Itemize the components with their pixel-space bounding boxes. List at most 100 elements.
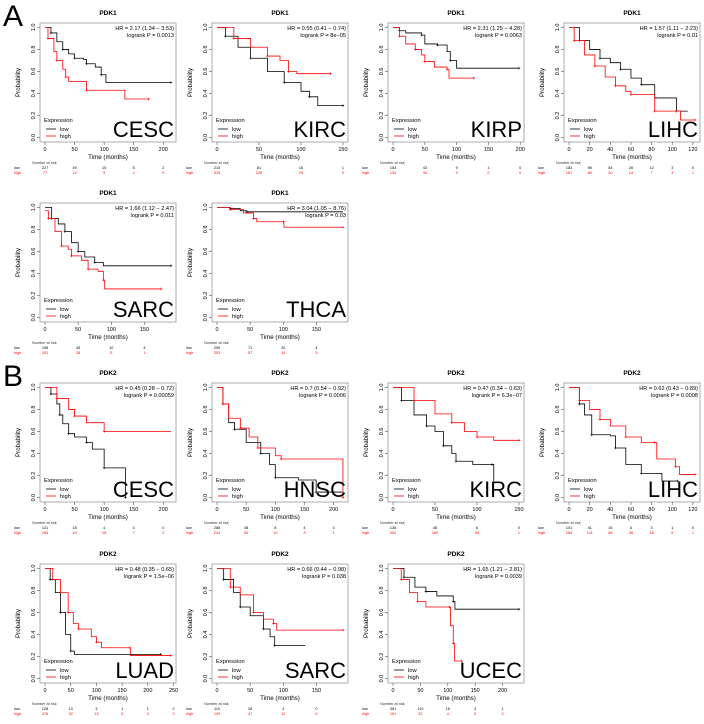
km-panel-a-sarc: PDK1 0.0 0.2 0.4 0.6 0.8 1.0 Probability 0 50 100 1… [4, 180, 180, 358]
y-tick-label: 0.2 [31, 292, 37, 300]
km-panel-b-luad: PDK2 0.0 0.2 0.4 0.6 0.8 1.0 Probability 0 50 100 1… [4, 541, 180, 719]
y-tick-label: 0.4 [555, 90, 561, 98]
y-tick-label: 0.4 [31, 270, 37, 278]
risk-table-header: Number at risk [380, 702, 405, 706]
plot-frame [39, 202, 177, 323]
logrank-p-value: logrank P = 0.0013 [127, 33, 174, 39]
y-tick-label: 0.8 [379, 406, 385, 414]
km-curve-low [569, 27, 688, 112]
legend-title: Expression [568, 118, 597, 124]
km-panel-a-lihc: PDK1 0.0 0.2 0.4 0.6 0.8 1.0 Probability 0 20 40 60… [528, 0, 704, 178]
km-curve-high [45, 210, 162, 290]
km-curve-low [393, 387, 495, 482]
risk-count-low: 227 [42, 166, 48, 170]
y-tick-label: 0.0 [203, 314, 209, 322]
censor-mark-high [475, 435, 479, 439]
x-tick-label: 200 [159, 507, 168, 513]
y-tick-label: 0.0 [31, 134, 37, 142]
km-panel-a-kirp: PDK1 0.0 0.2 0.4 0.6 0.8 1.0 Probability 0 50 100 1… [352, 0, 528, 178]
censor-mark-low [308, 95, 311, 99]
y-tick-label: 0.2 [379, 472, 385, 480]
censor-mark-high [279, 457, 283, 461]
km-plot: PDK2 0.0 0.2 0.4 0.6 0.8 1.0 Probability 0 50 100 1… [14, 370, 177, 535]
censor-mark-high [341, 225, 345, 229]
risk-count-high: 1 [333, 531, 335, 535]
censor-mark-high [228, 585, 232, 589]
y-tick-label: 0.8 [31, 226, 37, 234]
censor-mark-low [67, 432, 70, 435]
legend-label-low: low [60, 307, 70, 313]
risk-table-header: Number at risk [380, 521, 405, 525]
plot-frame [387, 563, 525, 684]
y-tick-label: 0.6 [31, 428, 37, 436]
censor-mark-high [399, 578, 403, 581]
censor-mark-low [48, 578, 52, 581]
censor-mark-high [472, 76, 476, 80]
censor-mark-low [99, 73, 103, 77]
km-curve-high [393, 27, 474, 79]
plot-frame [387, 382, 525, 503]
risk-count-low: 6 [476, 526, 478, 530]
risk-count-high: 160 [432, 531, 438, 535]
legend-label-low: low [60, 487, 70, 493]
plot-title: PDK1 [447, 10, 465, 17]
y-tick-label: 1.0 [31, 565, 37, 573]
risk-row-label-high: high [186, 351, 193, 355]
risk-count-low: 1 [487, 166, 489, 170]
risk-row-label-low: low [538, 526, 544, 530]
censor-mark-low [224, 34, 227, 38]
km-plot: PDK1 0.0 0.2 0.4 0.6 0.8 1.0 Probability 0 50 100 1… [186, 190, 349, 355]
censor-mark-low [249, 56, 252, 60]
risk-count-high: 16 [102, 531, 106, 535]
censor-mark-high [51, 578, 55, 581]
risk-count-high: 187 [566, 171, 572, 175]
y-tick-label: 0.0 [379, 675, 385, 683]
risk-count-high: 68 [608, 531, 612, 535]
y-tick-label: 0.4 [31, 631, 37, 639]
censor-mark-low [59, 611, 62, 614]
risk-count-high: 161 [390, 712, 396, 716]
legend-title: Expression [44, 118, 73, 124]
risk-count-high: 92 [69, 712, 73, 716]
censor-mark-high [341, 628, 345, 632]
plot-frame [211, 382, 349, 503]
legend-label-high: high [232, 134, 243, 140]
risk-count-low: 3 [95, 707, 97, 711]
cancer-type-label: LIHC [648, 117, 698, 142]
y-axis-label: Probability [187, 247, 194, 277]
risk-count-low: 3 [474, 707, 476, 711]
censor-mark-high [517, 438, 521, 442]
legend-title: Expression [216, 298, 245, 304]
censor-mark-low [639, 83, 643, 87]
risk-count-high: 141 [587, 531, 593, 535]
risk-count-high: 1 [143, 351, 145, 355]
y-tick-label: 0.4 [203, 90, 209, 98]
risk-count-low: 1 [671, 526, 673, 530]
x-tick-label: 0 [568, 147, 571, 153]
risk-row-label-high: high [362, 531, 369, 535]
risk-count-high: 43 [72, 531, 76, 535]
risk-count-high: 14 [281, 351, 285, 355]
risk-count-low: 0 [172, 707, 174, 711]
risk-table-header: Number at risk [556, 521, 581, 525]
censor-mark-high [287, 70, 290, 73]
censor-mark-low [233, 427, 236, 431]
risk-table-header: Number at risk [204, 161, 229, 165]
censor-mark-low [425, 424, 428, 428]
risk-count-low: 0 [315, 707, 317, 711]
hazard-ratio: HR = 1.66 (1.12 − 2.47) [115, 206, 174, 212]
legend-title: Expression [44, 298, 73, 304]
censor-mark-low [58, 413, 62, 417]
y-tick-label: 1.0 [555, 384, 561, 392]
risk-count-low: 121 [42, 526, 48, 530]
censor-mark-high [239, 426, 242, 430]
cancer-type-label: SARC [113, 297, 174, 322]
x-tick-label: 80 [649, 147, 655, 153]
risk-row-label-high: high [186, 712, 193, 716]
risk-count-high: 5 [315, 712, 317, 716]
risk-count-high: 12 [72, 171, 76, 175]
risk-count-high: 12 [281, 712, 285, 716]
censor-mark-high [86, 267, 90, 271]
x-tick-label: 200 [329, 507, 338, 513]
y-tick-label: 0.8 [555, 406, 561, 414]
